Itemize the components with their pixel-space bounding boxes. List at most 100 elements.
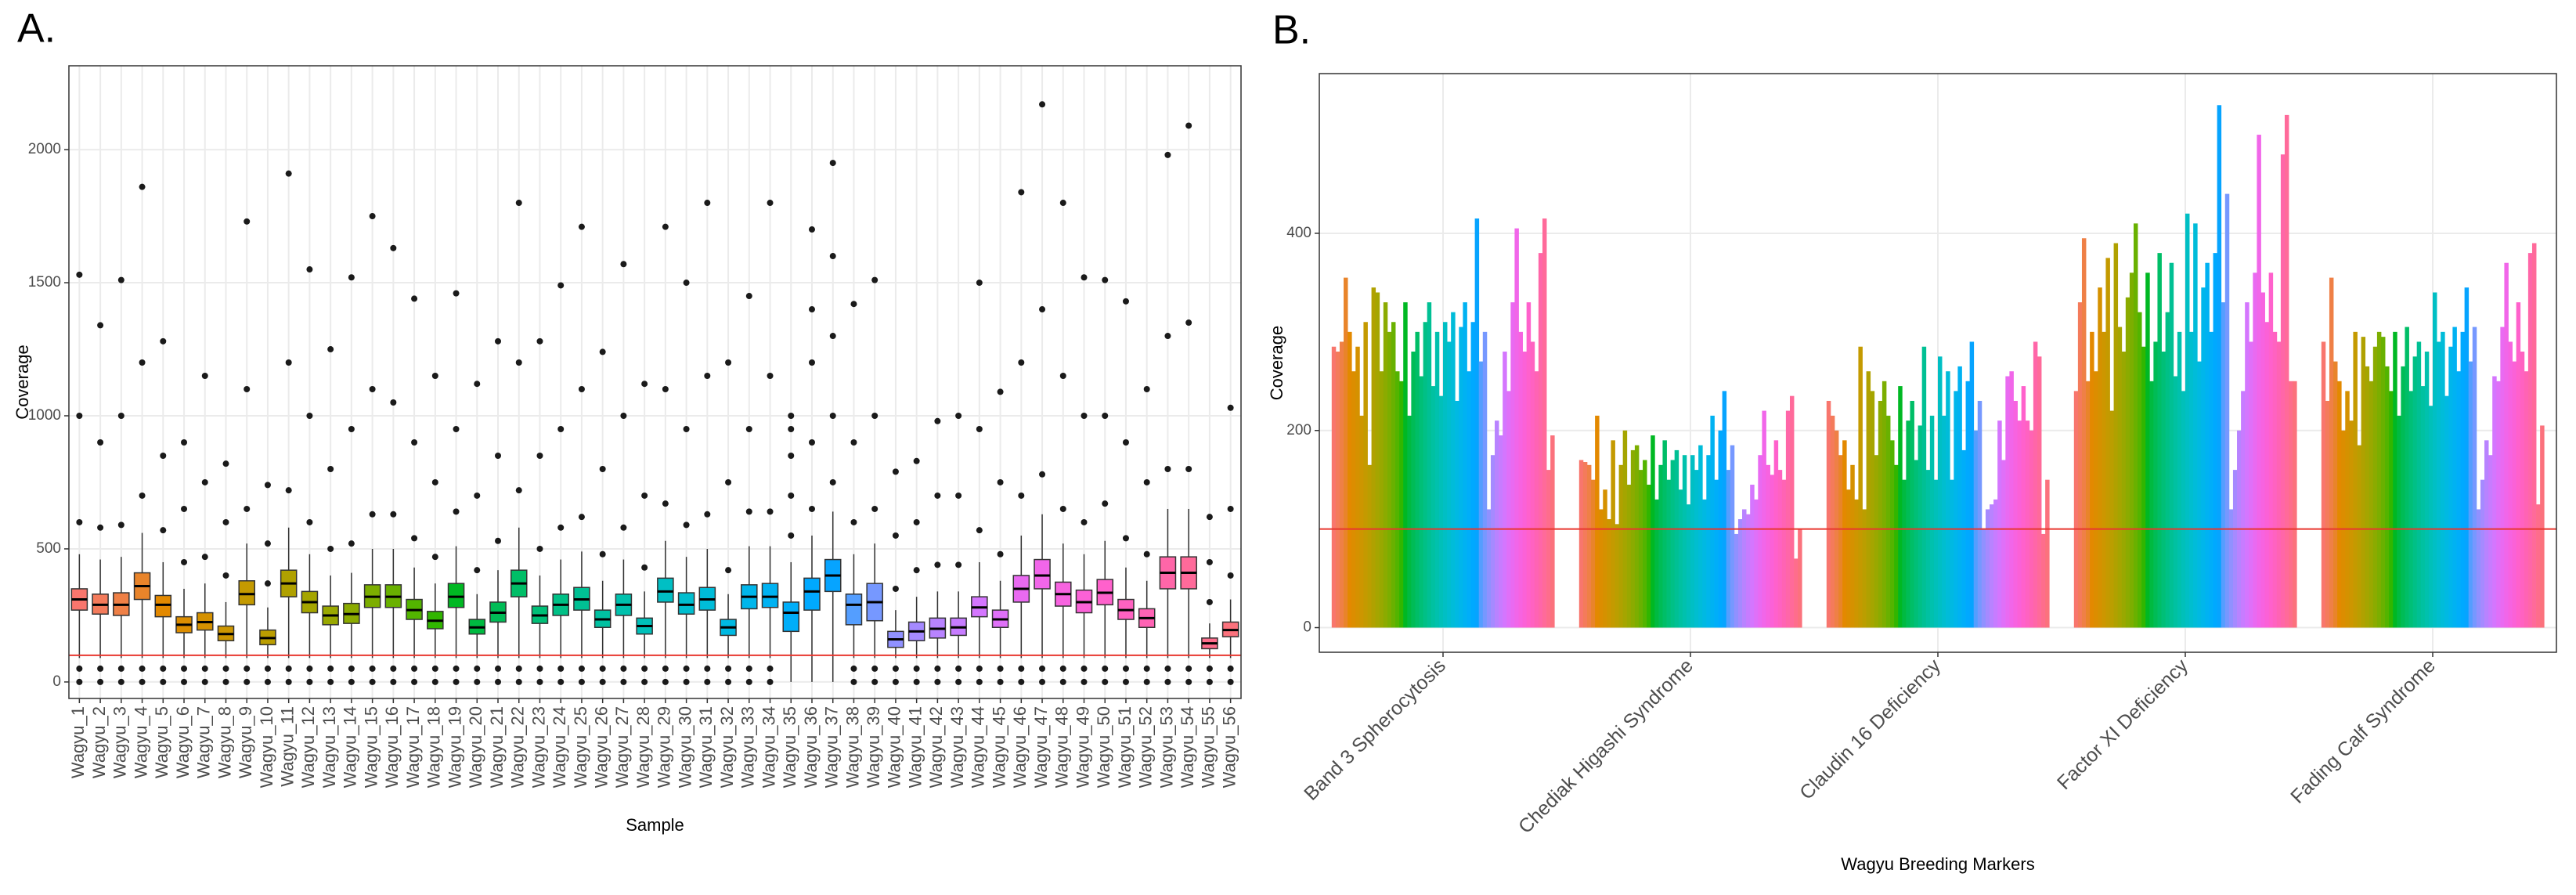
outlier — [871, 413, 879, 420]
outlier — [285, 487, 292, 494]
outlier — [1122, 665, 1129, 672]
outlier — [431, 678, 438, 685]
outlier — [1018, 492, 1025, 499]
outlier — [808, 438, 815, 446]
bar — [2516, 302, 2521, 628]
x-tick-label: Wagyu_42 — [926, 706, 946, 788]
outlier — [934, 561, 941, 568]
bar — [2169, 262, 2174, 628]
bar — [1722, 391, 1727, 628]
bar — [1538, 253, 1543, 628]
bar — [1734, 533, 1739, 628]
outlier — [767, 678, 774, 685]
bar — [2073, 391, 2079, 628]
outlier — [348, 678, 355, 685]
outlier — [285, 665, 292, 672]
bar — [2009, 371, 2014, 628]
outlier — [1059, 373, 1066, 380]
outlier — [495, 665, 502, 672]
outlier — [181, 558, 188, 565]
bar — [1419, 376, 1424, 628]
outlier — [369, 511, 376, 518]
outlier — [829, 333, 836, 340]
outlier — [1122, 535, 1129, 542]
outlier — [599, 550, 606, 558]
outlier — [1039, 665, 1046, 672]
bar — [2365, 366, 2370, 628]
outlier — [1081, 413, 1088, 420]
bar — [1463, 302, 1467, 628]
bar — [2448, 346, 2453, 628]
x-tick-label: Fading Calf Syndrome — [2286, 655, 2440, 808]
bar — [2021, 386, 2026, 628]
outlier — [411, 438, 418, 446]
x-tick-label: Wagyu_36 — [801, 706, 821, 788]
bar — [2041, 533, 2046, 628]
outlier — [515, 487, 522, 494]
bar — [1854, 499, 1859, 628]
outlier — [1081, 678, 1088, 685]
bar — [1550, 435, 1555, 628]
outlier — [1143, 678, 1150, 685]
x-tick-label: Wagyu_35 — [780, 706, 799, 788]
outlier — [850, 438, 857, 446]
outlier — [1081, 665, 1088, 672]
outlier — [1018, 665, 1025, 672]
outlier — [976, 425, 983, 432]
bar — [2508, 341, 2513, 628]
outlier — [745, 508, 752, 515]
bar — [1467, 371, 1471, 628]
bar — [1990, 504, 1994, 628]
outlier — [1039, 306, 1046, 313]
bar — [2353, 331, 2358, 628]
bar — [2185, 213, 2190, 628]
outlier — [745, 293, 752, 300]
outlier — [515, 665, 522, 672]
outlier — [620, 665, 627, 672]
bar — [1830, 415, 1835, 628]
bar — [1331, 346, 1337, 628]
outlier — [1227, 572, 1234, 579]
bar — [1522, 352, 1528, 628]
outlier — [181, 678, 188, 685]
outlier — [662, 678, 669, 685]
x-tick-label: Wagyu_37 — [822, 706, 842, 788]
bar — [2177, 331, 2182, 628]
x-tick-label: Wagyu_40 — [885, 706, 904, 788]
outlier — [1081, 274, 1088, 281]
x-tick-label: Wagyu_9 — [236, 706, 255, 778]
outlier — [997, 388, 1004, 395]
bar — [1647, 484, 1651, 628]
bar — [2401, 366, 2405, 628]
outlier — [201, 665, 208, 672]
outlier — [139, 678, 146, 685]
bar — [2408, 391, 2414, 628]
bar — [1371, 287, 1376, 628]
bar — [2484, 440, 2489, 628]
bar — [2129, 272, 2134, 628]
bar — [1451, 312, 1456, 628]
outlier — [348, 540, 355, 547]
outlier — [244, 665, 251, 672]
bar — [2253, 272, 2257, 628]
bar — [2456, 371, 2461, 628]
outlier — [1164, 665, 1171, 672]
bar — [2476, 509, 2481, 628]
bar — [1878, 400, 1883, 628]
outlier — [390, 511, 397, 518]
bar — [2500, 327, 2505, 628]
bar — [1777, 470, 1783, 628]
outlier — [306, 266, 313, 273]
outlier — [997, 678, 1004, 685]
outlier — [1122, 298, 1129, 305]
bar — [1486, 509, 1492, 628]
bar — [2098, 287, 2102, 628]
bar — [2109, 410, 2114, 628]
bar — [1770, 475, 1775, 628]
outlier — [244, 218, 251, 225]
outlier — [641, 381, 648, 388]
outlier — [160, 527, 167, 534]
bar — [1781, 479, 1787, 628]
outlier — [599, 678, 606, 685]
outlier — [850, 301, 857, 308]
